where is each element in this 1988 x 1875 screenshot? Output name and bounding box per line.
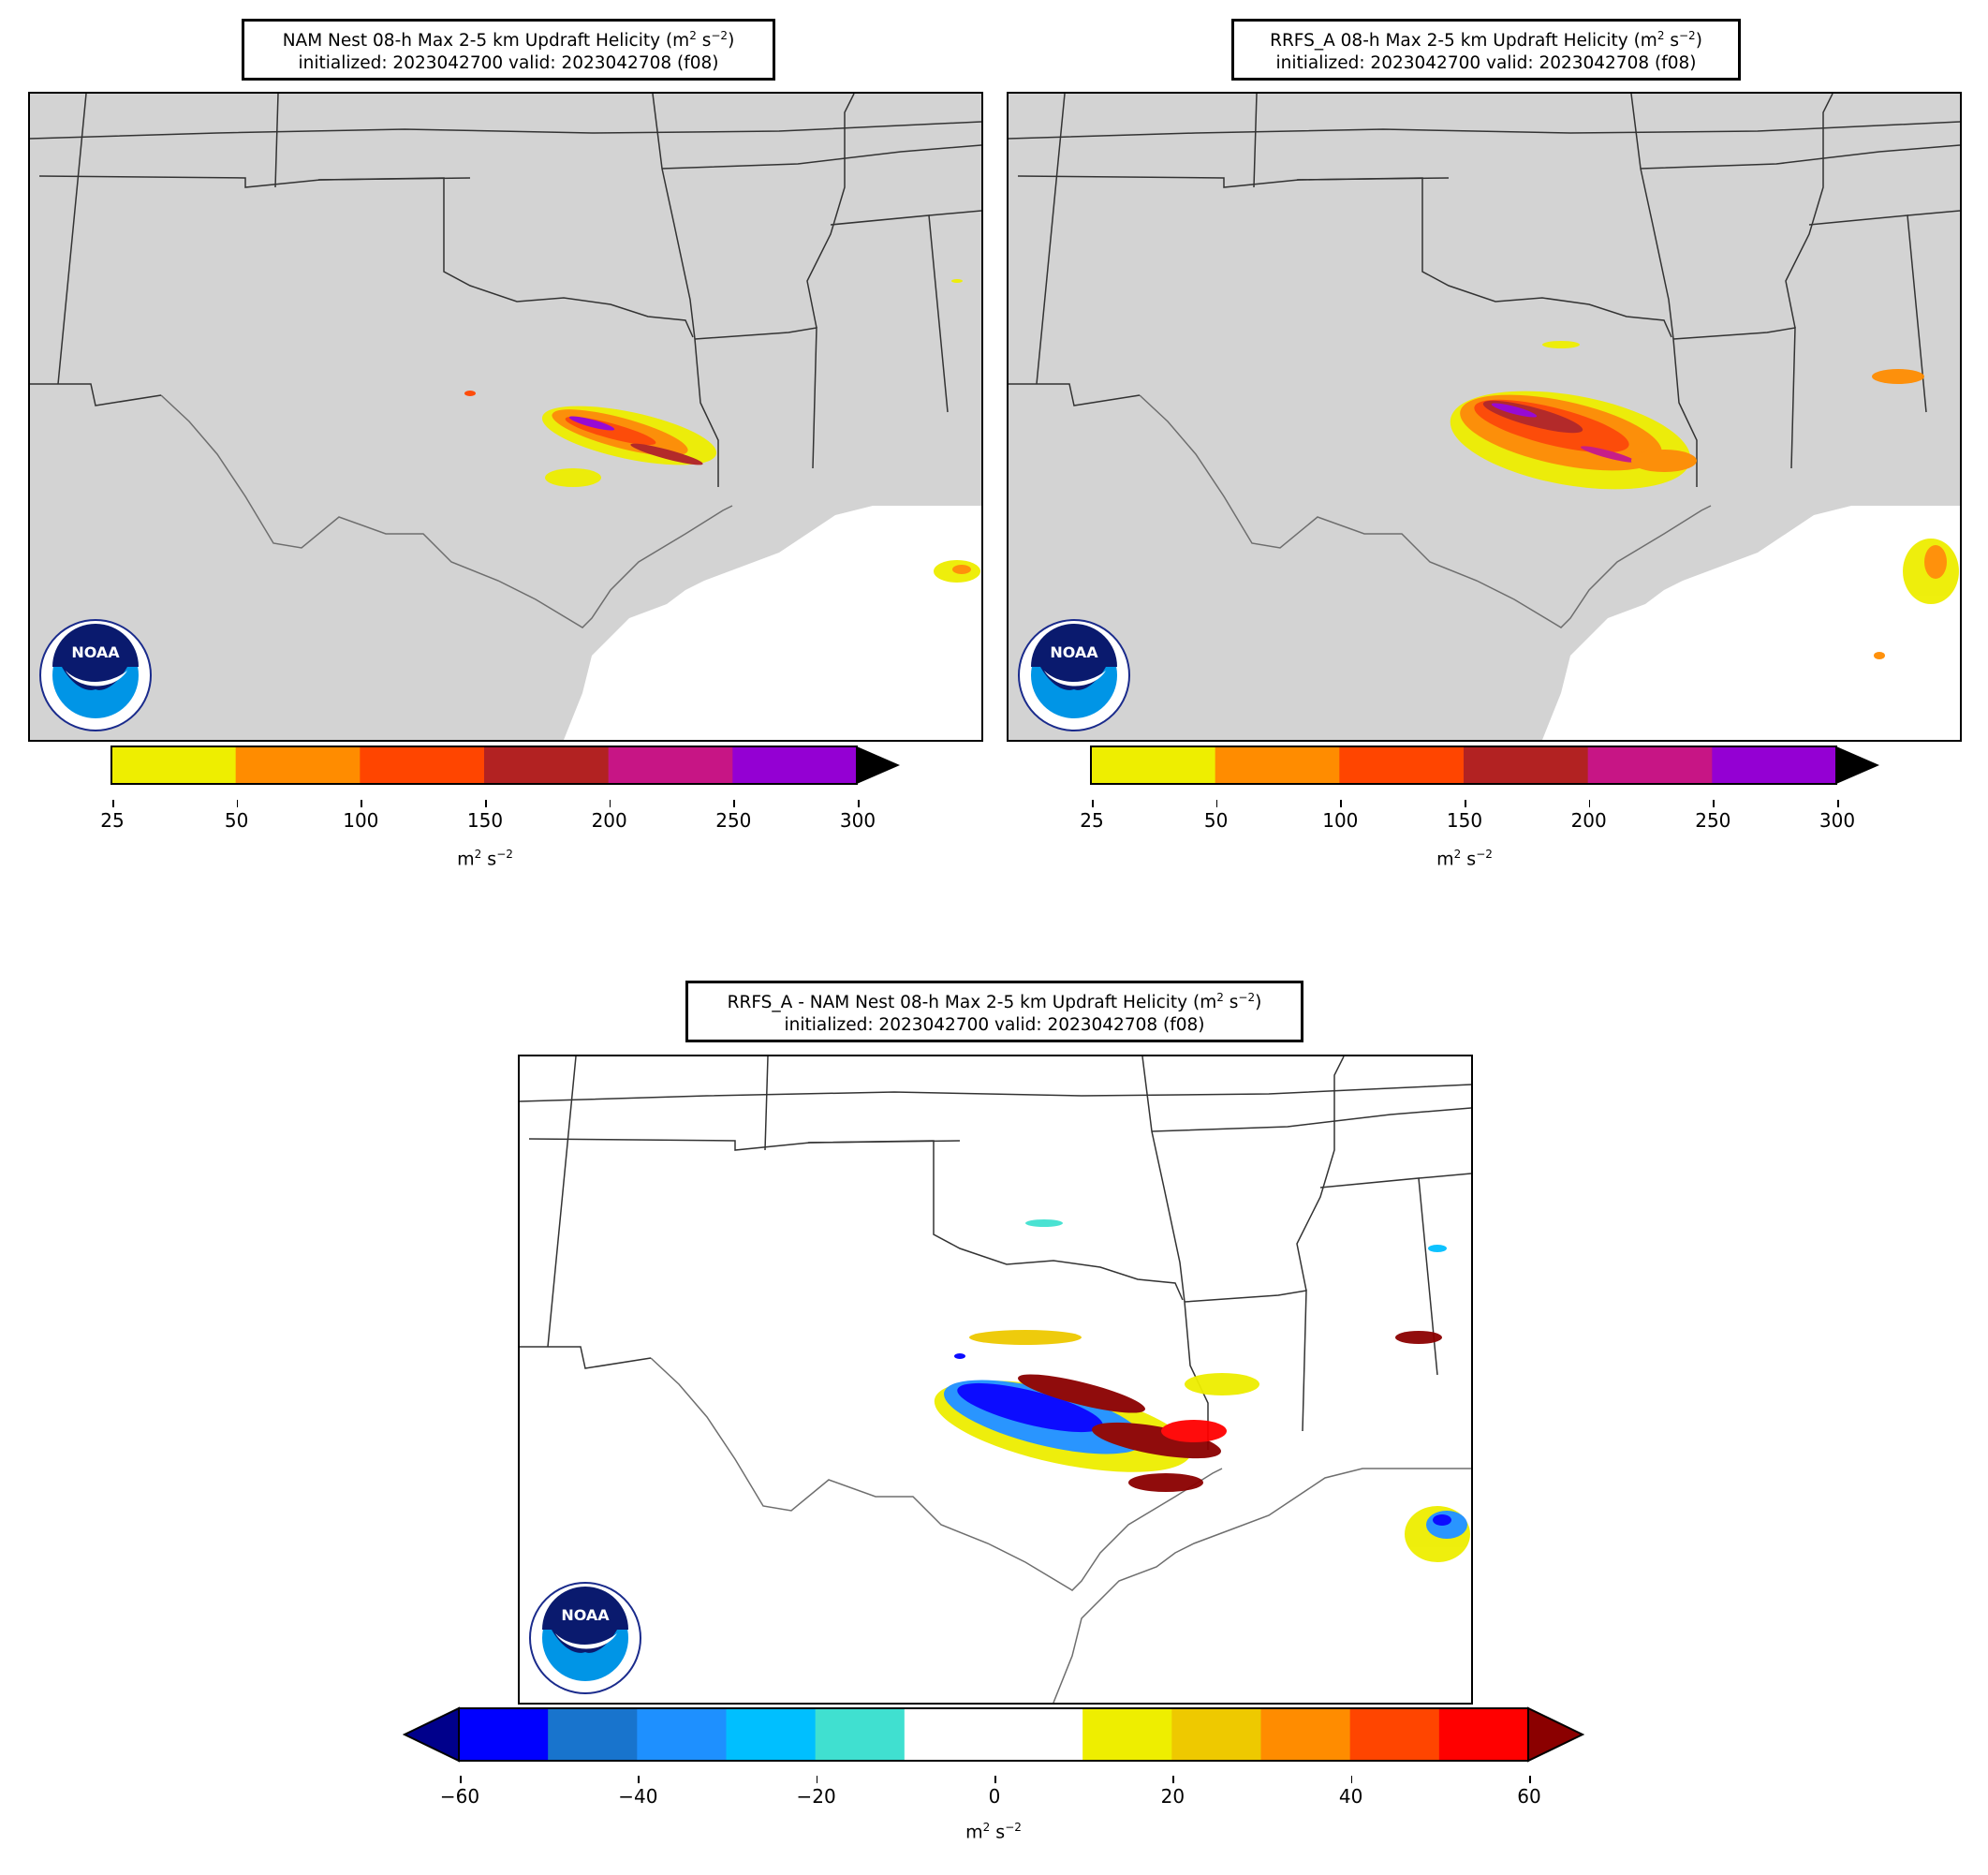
nam-colorbar-swatch-0: [111, 746, 237, 784]
diff-colorbar-tick-mark: [994, 1776, 996, 1783]
rrfs-colorbar-tick-mark: [1465, 800, 1466, 807]
rrfs-colorbar-swatch-2: [1339, 746, 1465, 784]
rrfs-title: RRFS_A 08-h Max 2-5 km Updraft Helicity …: [1231, 19, 1741, 81]
diff-colorbar-tick-label: 40: [1338, 1785, 1363, 1808]
nam-colorbar-tick-mark: [361, 800, 362, 807]
rrfs-colorbar-swatch-5: [1712, 746, 1837, 784]
nam-colorbar-tick-mark: [112, 800, 114, 807]
rrfs-colorbar-tick-mark: [1092, 800, 1094, 807]
diff-colorbar-swatch-11: [1438, 1708, 1529, 1761]
nam-colorbar-tick-label: 50: [224, 809, 249, 832]
noaa-logo: NOAA: [1012, 618, 1136, 732]
rrfs-colorbar-tick-label: 25: [1080, 809, 1104, 832]
diff-colorbar-tick-label: 60: [1517, 1785, 1541, 1808]
noaa-logo: NOAA: [34, 618, 157, 732]
nam-colorbar-tick-mark: [733, 800, 735, 807]
diff-colorbar-svg: [402, 1706, 1585, 1763]
nam-colorbar-swatch-3: [484, 746, 610, 784]
diff-colorbar-swatch-0: [459, 1708, 549, 1761]
nam-colorbar-tick-mark: [609, 800, 611, 807]
rrfs-map: NOAA: [1007, 92, 1962, 742]
diff-colorbar-tick-label: −20: [796, 1785, 836, 1808]
diff-colorbar: [402, 1706, 1585, 1763]
diff-colorbar-tick-mark: [1172, 1776, 1174, 1783]
nam-colorbar-svg: [110, 746, 900, 785]
rrfs-colorbar-tick-mark: [1837, 800, 1839, 807]
rrfs-colorbar-tick-label: 250: [1695, 809, 1731, 832]
nam-colorbar-units: m2 s−2: [457, 848, 513, 870]
rrfs-colorbar-tick-label: 150: [1446, 809, 1483, 832]
rrfs-colorbar-swatch-4: [1587, 746, 1713, 784]
diff-colorbar-swatch-10: [1349, 1708, 1440, 1761]
svg-text:NOAA: NOAA: [71, 643, 120, 661]
nam-colorbar-swatch-2: [360, 746, 485, 784]
diff-colorbar-swatch-3: [726, 1708, 817, 1761]
rrfs-colorbar-tick-label: 300: [1819, 809, 1856, 832]
rrfs-colorbar: [1090, 745, 1886, 787]
nam-colorbar-tick-mark: [858, 800, 860, 807]
nam-colorbar-swatch-4: [608, 746, 733, 784]
diff-colorbar-swatch-5: [904, 1708, 994, 1761]
rrfs-colorbar-tick-mark: [1713, 800, 1715, 807]
nam-colorbar-tick-mark: [485, 800, 487, 807]
diff-title: RRFS_A - NAM Nest 08-h Max 2-5 km Updraf…: [685, 981, 1303, 1043]
diff-colorbar-tick-mark: [816, 1776, 818, 1783]
diff-colorbar-tick-label: 0: [988, 1785, 1001, 1808]
nam-colorbar-tick-label: 200: [591, 809, 627, 832]
nam-colorbar-swatch-1: [235, 746, 361, 784]
diff-colorbar-tick-label: −60: [439, 1785, 480, 1808]
nam-title: NAM Nest 08-h Max 2-5 km Updraft Helicit…: [242, 19, 775, 81]
rrfs-colorbar-tick-label: 200: [1570, 809, 1607, 832]
diff-colorbar-swatch-4: [815, 1708, 906, 1761]
rrfs-colorbar-units: m2 s−2: [1436, 848, 1493, 870]
diff-colorbar-tick-label: 20: [1160, 1785, 1185, 1808]
rrfs-colorbar-tick-mark: [1588, 800, 1591, 807]
diff-colorbar-units: m2 s−2: [965, 1821, 1022, 1843]
svg-text:NOAA: NOAA: [1050, 643, 1098, 661]
diff-colorbar-tick-mark: [638, 1776, 640, 1783]
nam-colorbar-tick-label: 25: [100, 809, 125, 832]
diff-colorbar-swatch-7: [1082, 1708, 1172, 1761]
nam-colorbar-swatch-5: [732, 746, 858, 784]
diff-colorbar-tick-mark: [460, 1776, 462, 1783]
nam-colorbar-tick-mark: [236, 800, 239, 807]
nam-colorbar-tick-label: 100: [343, 809, 379, 832]
diff-colorbar-swatch-9: [1260, 1708, 1351, 1761]
nam-colorbar: [110, 745, 906, 787]
diff-colorbar-tick-label: −40: [618, 1785, 658, 1808]
diff-colorbar-swatch-2: [637, 1708, 727, 1761]
rrfs-colorbar-tick-mark: [1215, 800, 1218, 807]
nam-colorbar-tick-label: 250: [715, 809, 752, 832]
nam-colorbar-tick-label: 150: [466, 809, 504, 832]
rrfs-colorbar-tick-label: 50: [1203, 809, 1229, 832]
rrfs-colorbar-swatch-3: [1464, 746, 1589, 784]
nam-colorbar-tick-label: 300: [839, 809, 876, 832]
rrfs-colorbar-tick-label: 100: [1322, 809, 1359, 832]
svg-text:NOAA: NOAA: [561, 1606, 610, 1624]
diff-colorbar-swatch-6: [994, 1708, 1083, 1761]
diff-colorbar-swatch-8: [1171, 1708, 1261, 1761]
diff-colorbar-swatch-1: [548, 1708, 638, 1761]
rrfs-colorbar-swatch-1: [1215, 746, 1340, 784]
rrfs-colorbar-svg: [1090, 746, 1879, 785]
diff-map: NOAA: [518, 1055, 1473, 1705]
nam-map: NOAA: [28, 92, 983, 742]
diff-colorbar-tick-mark: [1529, 1776, 1531, 1783]
rrfs-colorbar-tick-mark: [1340, 800, 1342, 807]
diff-colorbar-tick-mark: [1350, 1776, 1353, 1783]
noaa-logo: NOAA: [523, 1581, 647, 1695]
rrfs-colorbar-swatch-0: [1091, 746, 1216, 784]
